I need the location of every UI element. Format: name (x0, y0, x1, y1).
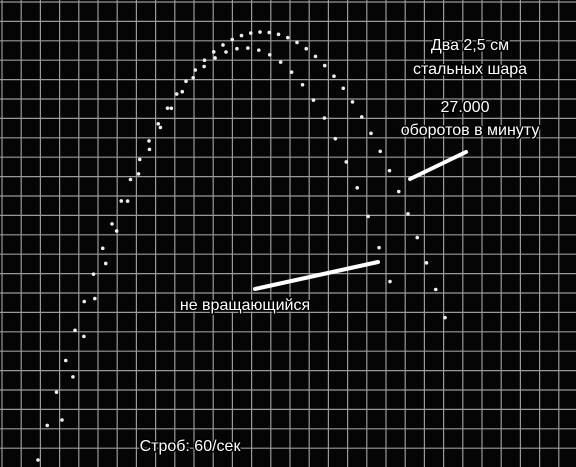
ball-dot (202, 58, 207, 63)
ball-dot (93, 296, 97, 301)
ball-dot (344, 160, 349, 164)
ball-dot (119, 199, 124, 203)
ball-dot (137, 157, 142, 162)
ball-dot (114, 229, 119, 233)
ball-dot (295, 40, 299, 45)
ball-dot (191, 76, 195, 80)
ball-dot (369, 131, 373, 136)
ball-dot (378, 149, 383, 154)
ball-dot (332, 74, 336, 79)
ball-dot (202, 64, 206, 69)
ball-dot (184, 79, 188, 84)
ball-dot (300, 82, 305, 87)
ball-dot (147, 147, 152, 152)
ball-dot (258, 30, 262, 34)
ball-dot (36, 458, 40, 462)
ball-dot (224, 50, 228, 54)
ball-dot (257, 48, 261, 52)
ball-dot (377, 245, 381, 250)
ball-dot (285, 35, 290, 40)
ball-dot (248, 31, 253, 35)
ball-trajectories (36, 30, 447, 462)
ball-dot (355, 186, 360, 190)
ball-dot (82, 299, 87, 304)
caption-text: стальных шара (413, 61, 527, 78)
ball-dot (359, 115, 364, 119)
ball-dot (147, 139, 151, 143)
ball-dot (443, 315, 447, 320)
caption-text: оборотов в минуту (401, 122, 540, 139)
ball-dot (103, 261, 108, 266)
ball-dot (322, 63, 327, 68)
ball-dot (45, 423, 50, 428)
ball-dot (169, 106, 174, 111)
ball-dot (136, 172, 141, 176)
ball-dot (100, 246, 105, 251)
ball-dot (180, 89, 185, 94)
caption-text: 27.000 (441, 99, 490, 116)
ball-dot (128, 177, 133, 182)
ball-dot (424, 261, 429, 265)
ball-dot (156, 122, 161, 126)
ball-dot (267, 52, 272, 57)
ball-dot (350, 100, 355, 104)
ball-dot (230, 37, 235, 42)
ball-dot (341, 86, 346, 91)
ball-dot (313, 54, 318, 59)
ball-dot (174, 92, 179, 96)
ball-dot (211, 50, 216, 54)
ball-dot (73, 328, 77, 333)
ball-dot (221, 43, 225, 47)
ball-dot (289, 70, 294, 74)
ball-dot (235, 46, 239, 51)
ball-dot (433, 287, 438, 292)
ball-dot (82, 334, 86, 339)
ball-dot (110, 222, 114, 226)
ball-dot (71, 375, 75, 379)
ball-dot (239, 33, 244, 38)
ball-dot (366, 214, 370, 219)
ball-dot (333, 136, 338, 141)
ball-dot (388, 279, 392, 284)
ball-dot (278, 60, 283, 64)
ball-dot (396, 189, 401, 194)
ball-dot (276, 32, 281, 37)
pointer-line (408, 150, 468, 181)
ball-dot (246, 46, 250, 50)
ball-dot (406, 212, 410, 216)
ball-dot (54, 390, 59, 395)
ball-dot (311, 98, 316, 102)
ball-dot (193, 68, 198, 72)
ball-dot (304, 46, 309, 51)
ball-dot (267, 30, 272, 35)
ball-dot (213, 56, 217, 60)
pointer-line (253, 260, 380, 291)
ball-dot (60, 418, 64, 422)
ball-dot (165, 106, 170, 110)
ball-dot (415, 235, 420, 240)
caption-text: Два 2,5 см (431, 37, 509, 54)
ball-dot (125, 199, 130, 203)
ball-dot (63, 358, 68, 363)
ball-dot (158, 125, 163, 130)
caption-text: не вращающийся (180, 297, 310, 314)
caption-text: Строб: 60/сек (140, 438, 242, 455)
ball-dot (322, 116, 327, 120)
ball-dot (91, 272, 96, 276)
ball-dot (387, 168, 392, 173)
